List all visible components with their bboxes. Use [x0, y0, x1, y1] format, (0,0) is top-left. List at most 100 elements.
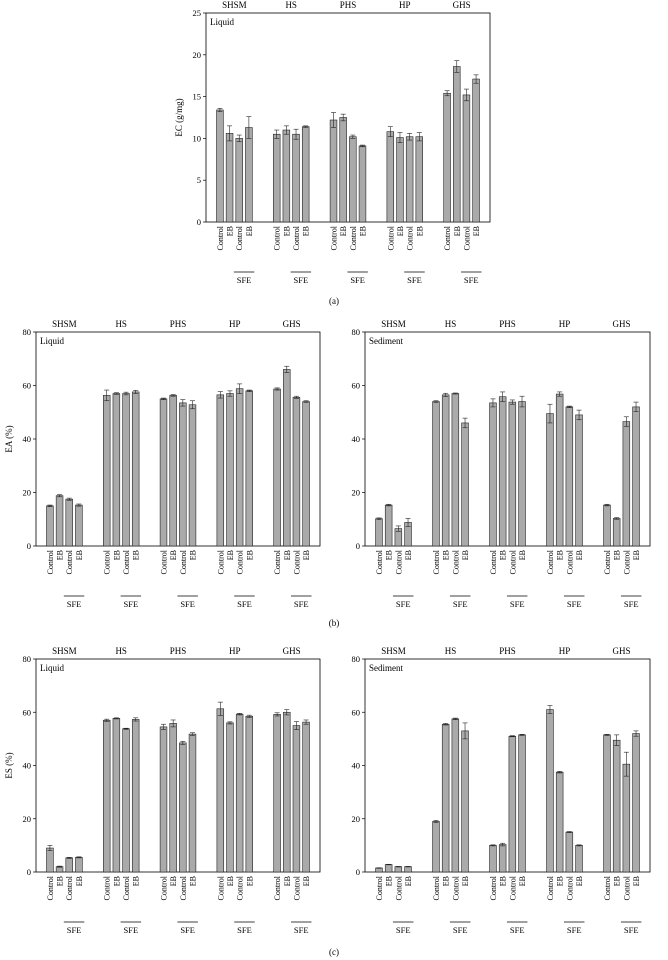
bar — [216, 109, 224, 223]
bar — [235, 138, 243, 223]
category-label: Control — [292, 875, 301, 900]
bar — [612, 518, 621, 547]
category-label: Control — [235, 225, 244, 250]
bar — [375, 518, 383, 547]
bar — [226, 393, 234, 547]
group-label: HP — [399, 0, 411, 10]
bracket-label: SFE — [124, 599, 139, 609]
category-label: Control — [489, 875, 498, 900]
category-label: EB — [132, 876, 141, 886]
bar — [225, 133, 234, 223]
category-label: EB — [245, 550, 254, 560]
category-label: Control — [451, 549, 460, 574]
phase-label: Liquid — [210, 17, 234, 27]
bar — [282, 129, 291, 223]
bar — [396, 137, 404, 223]
category-label: EB — [56, 876, 65, 886]
bracket-label: SFE — [396, 925, 411, 935]
category-label: Control — [432, 875, 441, 900]
category-label: Control — [216, 225, 225, 250]
category-label: Control — [603, 875, 612, 900]
y-tick-label: 60 — [352, 381, 361, 391]
group-label: HP — [559, 646, 571, 656]
category-label: EB — [245, 226, 254, 236]
bar — [461, 422, 469, 547]
bar — [112, 393, 121, 547]
bracket-label: SFE — [453, 599, 468, 609]
category-label: EB — [283, 550, 292, 560]
category-label: Control — [546, 549, 555, 574]
category-label: EB — [442, 550, 451, 560]
bar — [575, 414, 583, 547]
bar — [179, 742, 187, 873]
category-label: Control — [103, 875, 112, 900]
category-label: Control — [565, 875, 574, 900]
bar — [75, 857, 83, 873]
group-label: SHSM — [222, 0, 247, 10]
bar — [472, 78, 480, 223]
group-label: PHS — [499, 646, 516, 656]
category-label: Control — [46, 549, 55, 574]
bar — [235, 713, 244, 873]
bar — [131, 391, 140, 547]
bracket-label: SFE — [67, 925, 82, 935]
y-tick-label: 80 — [352, 654, 361, 664]
bar — [65, 857, 73, 873]
category-label: Control — [122, 875, 131, 900]
category-label: Control — [565, 549, 574, 574]
bar — [235, 388, 244, 547]
bracket-label: SFE — [67, 599, 82, 609]
bar — [273, 388, 281, 547]
group-label: GHS — [612, 319, 630, 329]
bar — [603, 504, 611, 547]
group-label: HP — [559, 319, 571, 329]
category-label: Control — [122, 549, 131, 574]
category-label: Control — [236, 875, 245, 900]
bar — [462, 94, 471, 223]
y-tick-label: 80 — [352, 327, 361, 337]
group-label: GHS — [283, 319, 301, 329]
category-label: Control — [375, 875, 384, 900]
bar — [292, 133, 300, 223]
category-label: EB — [226, 550, 235, 560]
category-label: EB — [461, 550, 470, 560]
bracket-label: SFE — [237, 599, 252, 609]
y-tick-label: 0 — [197, 217, 201, 227]
bar — [283, 369, 291, 547]
bracket-label: SFE — [124, 925, 139, 935]
bracket-label: SFE — [180, 599, 195, 609]
bar — [384, 504, 393, 547]
bar — [632, 406, 640, 547]
bar — [443, 92, 451, 223]
group-label: SHSM — [381, 646, 406, 656]
bar — [575, 845, 583, 873]
panel-label-a: (a) — [329, 296, 339, 306]
bar — [273, 133, 281, 223]
bar — [386, 131, 395, 223]
bracket-label: SFE — [510, 599, 525, 609]
category-label: EB — [472, 226, 481, 236]
category-label: EB — [442, 876, 451, 886]
category-label: EB — [302, 226, 311, 236]
group-label: HS — [285, 0, 297, 10]
y-tick-label: 0 — [27, 867, 31, 877]
bar — [75, 504, 83, 547]
bar — [283, 711, 291, 873]
bar — [415, 136, 423, 223]
category-label: EB — [556, 876, 565, 886]
y-tick-label: 40 — [352, 761, 361, 771]
bar — [65, 498, 73, 547]
category-label: EB — [245, 876, 254, 886]
bar — [159, 726, 168, 873]
category-label: Control — [394, 549, 403, 574]
bar — [122, 728, 130, 873]
bar — [451, 393, 460, 547]
category-label: EB — [575, 550, 584, 560]
bar — [453, 66, 461, 223]
group-label: GHS — [612, 646, 630, 656]
category-label: EB — [396, 226, 405, 236]
group-label: SHSM — [52, 646, 77, 656]
category-label: EB — [632, 876, 641, 886]
